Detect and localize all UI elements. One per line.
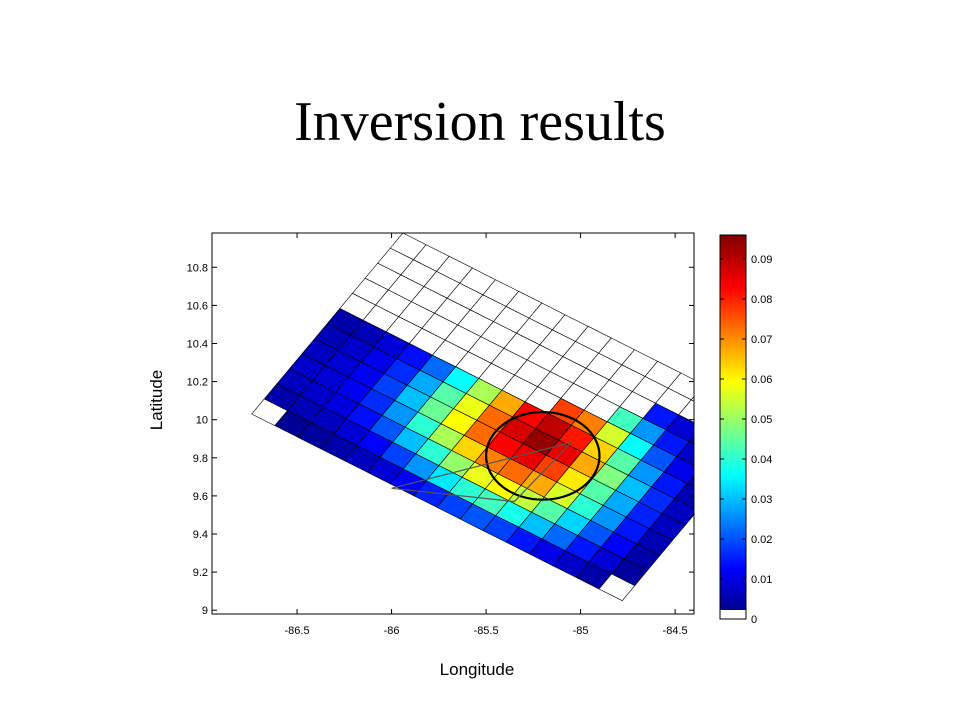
colorbar-tick-label: 0.07: [751, 334, 772, 346]
colorbar-zero-band: [720, 610, 746, 619]
annotations: [391, 410, 601, 503]
colorbar-tick-label: 0.01: [751, 574, 772, 586]
x-tick-label: -85: [573, 625, 589, 637]
y-tick-label: 9.4: [193, 529, 208, 541]
y-tick-label: 10.8: [187, 262, 208, 274]
y-tick-label: 9.2: [193, 567, 208, 579]
colorbar-tick-label: 0.04: [751, 454, 772, 466]
grid-cell: [665, 414, 694, 442]
colorbar: 0 0.01 0.02 0.03 0.04 0.05 0.06 0.07 0.08 0.09: [719, 234, 772, 626]
colorbar-tick-label: 0.09: [751, 254, 772, 266]
colorbar-tick-label: 0.03: [751, 494, 772, 506]
x-axis-label: Longitude: [440, 660, 515, 679]
colorbar-box: [719, 234, 747, 620]
y-tick-label: 10: [196, 415, 208, 427]
y-axis-label: Latitude: [147, 370, 166, 431]
grid-cell: [663, 456, 694, 484]
colorbar-tick-label: 0.02: [751, 534, 772, 546]
colorbar-tick-label: 0.05: [751, 414, 772, 426]
plot-axes-box: [211, 232, 695, 615]
slide-title: Inversion results: [294, 91, 666, 153]
slip-grid: [251, 233, 694, 602]
x-tick-label: -86: [384, 625, 400, 637]
grid-cell: [674, 483, 694, 509]
x-tick-label: -84.5: [663, 625, 688, 637]
colorbar-ticks: 0 0.01 0.02 0.03 0.04 0.05 0.06 0.07 0.08 0.09: [720, 254, 772, 626]
grid-cell: [676, 441, 694, 466]
y-tick-label: 10.4: [187, 338, 208, 350]
y-axis: 9 9.2 9.4 9.6 9.8 10 10.2 10.4 10.6 10.8: [187, 262, 694, 617]
colorbar-tick-label: 0.08: [751, 294, 772, 306]
grid-cell: [690, 396, 694, 402]
grid-cell: [686, 474, 694, 488]
y-tick-label: 9.8: [193, 453, 208, 465]
colorbar-gradient: [720, 235, 746, 610]
grid-cell: [678, 399, 694, 423]
y-tick-label: 10.6: [187, 300, 208, 312]
x-tick-label: -85.5: [474, 625, 499, 637]
x-tick-label: -86.5: [285, 625, 310, 637]
grid-cell: [661, 498, 694, 526]
x-axis: -86.5 -86 -85.5 -85 -84.5: [285, 233, 688, 637]
aftershock-triangle: [391, 441, 573, 503]
y-tick-label: 10.2: [187, 377, 208, 389]
grid-cell: [688, 435, 694, 445]
colorbar-tick-label: 0: [751, 614, 757, 626]
colorbar-tick-label: 0.06: [751, 374, 772, 386]
y-tick-label: 9.6: [193, 491, 208, 503]
y-tick-label: 9: [202, 605, 208, 617]
grid-cell: [667, 372, 694, 401]
rupture-ellipse: [484, 410, 601, 501]
